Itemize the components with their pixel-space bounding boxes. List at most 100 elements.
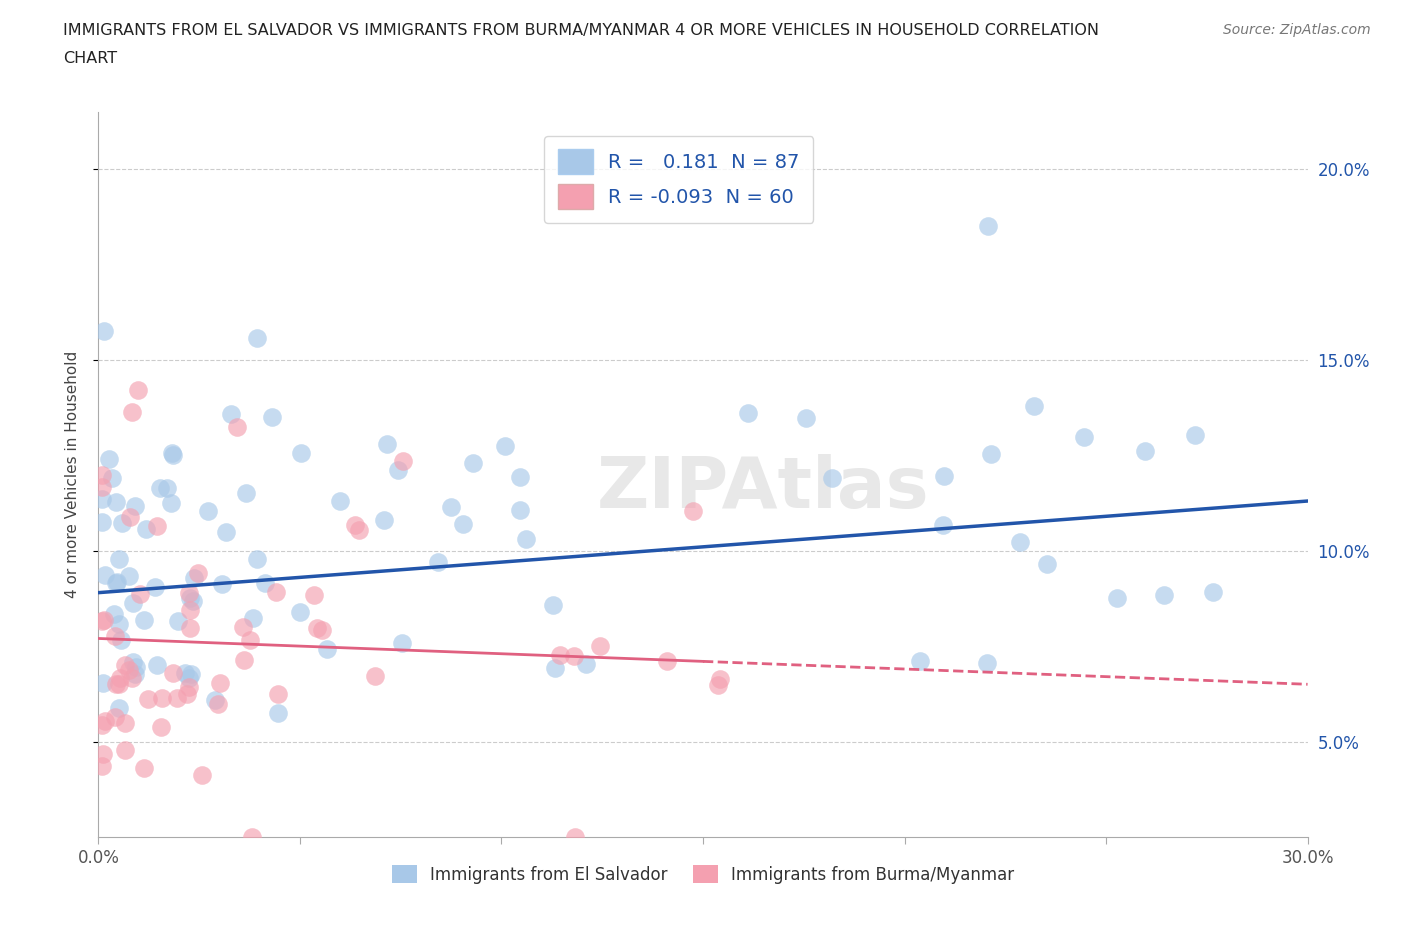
Text: Source: ZipAtlas.com: Source: ZipAtlas.com (1223, 23, 1371, 37)
Immigrants from El Salvador (219, 407, 242, 422)
Immigrants from El Salvador (104, 575, 127, 590)
Immigrants from El Salvador (211, 577, 233, 591)
Immigrants from El Salvador (149, 481, 172, 496)
Immigrants from Burma/Myanmar (392, 454, 415, 469)
Immigrants from Burma/Myanmar (129, 586, 152, 601)
Immigrants from El Salvador (1008, 535, 1031, 550)
Immigrants from El Salvador (290, 604, 312, 619)
Immigrants from El Salvador (181, 593, 204, 608)
Immigrants from El Salvador (135, 522, 157, 537)
Immigrants from Burma/Myanmar (225, 419, 247, 434)
Immigrants from Burma/Myanmar (127, 383, 149, 398)
Immigrants from El Salvador (162, 445, 184, 460)
Immigrants from Burma/Myanmar (266, 686, 288, 701)
Immigrants from El Salvador (162, 447, 184, 462)
Immigrants from Burma/Myanmar (91, 718, 114, 733)
Immigrants from El Salvador (440, 499, 463, 514)
Immigrants from El Salvador (737, 405, 759, 420)
Immigrants from El Salvador (977, 219, 1000, 233)
Immigrants from El Salvador (104, 494, 127, 509)
Immigrants from Burma/Myanmar (114, 658, 136, 672)
Immigrants from El Salvador (373, 512, 395, 527)
Immigrants from El Salvador (821, 471, 844, 485)
Immigrants from Burma/Myanmar (302, 588, 325, 603)
Immigrants from Burma/Myanmar (91, 759, 114, 774)
Immigrants from El Salvador (1133, 444, 1156, 458)
Immigrants from Burma/Myanmar (564, 830, 586, 844)
Immigrants from El Salvador (107, 617, 129, 631)
Immigrants from Burma/Myanmar (562, 649, 585, 664)
Immigrants from Burma/Myanmar (91, 613, 114, 628)
Y-axis label: 4 or more Vehicles in Household: 4 or more Vehicles in Household (65, 351, 80, 598)
Immigrants from El Salvador (976, 656, 998, 671)
Immigrants from Burma/Myanmar (114, 742, 136, 757)
Immigrants from Burma/Myanmar (149, 720, 172, 735)
Immigrants from El Salvador (1073, 430, 1095, 445)
Immigrants from Burma/Myanmar (118, 510, 141, 525)
Immigrants from El Salvador (97, 452, 120, 467)
Text: IMMIGRANTS FROM EL SALVADOR VS IMMIGRANTS FROM BURMA/MYANMAR 4 OR MORE VEHICLES : IMMIGRANTS FROM EL SALVADOR VS IMMIGRANT… (63, 23, 1099, 38)
Immigrants from El Salvador (111, 515, 134, 530)
Immigrants from Burma/Myanmar (655, 654, 678, 669)
Immigrants from El Salvador (387, 463, 409, 478)
Immigrants from Burma/Myanmar (91, 747, 114, 762)
Immigrants from Burma/Myanmar (364, 669, 387, 684)
Immigrants from El Salvador (197, 503, 219, 518)
Immigrants from El Salvador (1022, 399, 1045, 414)
Immigrants from Burma/Myanmar (179, 620, 201, 635)
Immigrants from Burma/Myanmar (121, 671, 143, 685)
Immigrants from El Salvador (179, 591, 201, 605)
Immigrants from Burma/Myanmar (134, 761, 156, 776)
Immigrants from Burma/Myanmar (177, 680, 200, 695)
Immigrants from El Salvador (375, 437, 398, 452)
Immigrants from El Salvador (145, 580, 167, 595)
Immigrants from Burma/Myanmar (190, 767, 212, 782)
Immigrants from El Salvador (122, 655, 145, 670)
Immigrants from Burma/Myanmar (207, 697, 229, 711)
Immigrants from El Salvador (1202, 585, 1225, 600)
Immigrants from Burma/Myanmar (105, 677, 128, 692)
Immigrants from Burma/Myanmar (107, 676, 129, 691)
Immigrants from Burma/Myanmar (707, 678, 730, 693)
Immigrants from Burma/Myanmar (233, 653, 256, 668)
Immigrants from Burma/Myanmar (145, 519, 167, 534)
Immigrants from Burma/Myanmar (114, 715, 136, 730)
Immigrants from El Salvador (253, 576, 276, 591)
Immigrants from El Salvador (110, 632, 132, 647)
Immigrants from Burma/Myanmar (104, 629, 127, 644)
Immigrants from El Salvador (173, 666, 195, 681)
Immigrants from Burma/Myanmar (305, 621, 328, 636)
Immigrants from Burma/Myanmar (343, 518, 366, 533)
Immigrants from Burma/Myanmar (264, 584, 287, 599)
Immigrants from El Salvador (105, 575, 128, 590)
Immigrants from El Salvador (215, 525, 238, 539)
Immigrants from Burma/Myanmar (177, 586, 200, 601)
Immigrants from El Salvador (156, 480, 179, 495)
Immigrants from El Salvador (509, 503, 531, 518)
Immigrants from El Salvador (290, 445, 312, 460)
Immigrants from El Salvador (544, 660, 567, 675)
Immigrants from El Salvador (100, 471, 122, 485)
Immigrants from El Salvador (1036, 556, 1059, 571)
Immigrants from El Salvador (932, 517, 955, 532)
Immigrants from El Salvador (427, 554, 450, 569)
Immigrants from El Salvador (91, 492, 114, 507)
Immigrants from El Salvador (932, 468, 955, 483)
Immigrants from El Salvador (94, 568, 117, 583)
Immigrants from El Salvador (124, 667, 146, 682)
Immigrants from Burma/Myanmar (176, 686, 198, 701)
Text: ZIPAtlas: ZIPAtlas (598, 455, 929, 524)
Immigrants from Burma/Myanmar (349, 523, 371, 538)
Immigrants from El Salvador (177, 671, 200, 685)
Immigrants from El Salvador (117, 569, 139, 584)
Immigrants from El Salvador (122, 596, 145, 611)
Immigrants from El Salvador (204, 693, 226, 708)
Immigrants from El Salvador (267, 706, 290, 721)
Immigrants from El Salvador (794, 410, 817, 425)
Immigrants from El Salvador (125, 659, 148, 674)
Immigrants from El Salvador (108, 551, 131, 566)
Immigrants from El Salvador (453, 517, 475, 532)
Immigrants from Burma/Myanmar (311, 623, 333, 638)
Immigrants from El Salvador (91, 515, 114, 530)
Immigrants from El Salvador (134, 613, 156, 628)
